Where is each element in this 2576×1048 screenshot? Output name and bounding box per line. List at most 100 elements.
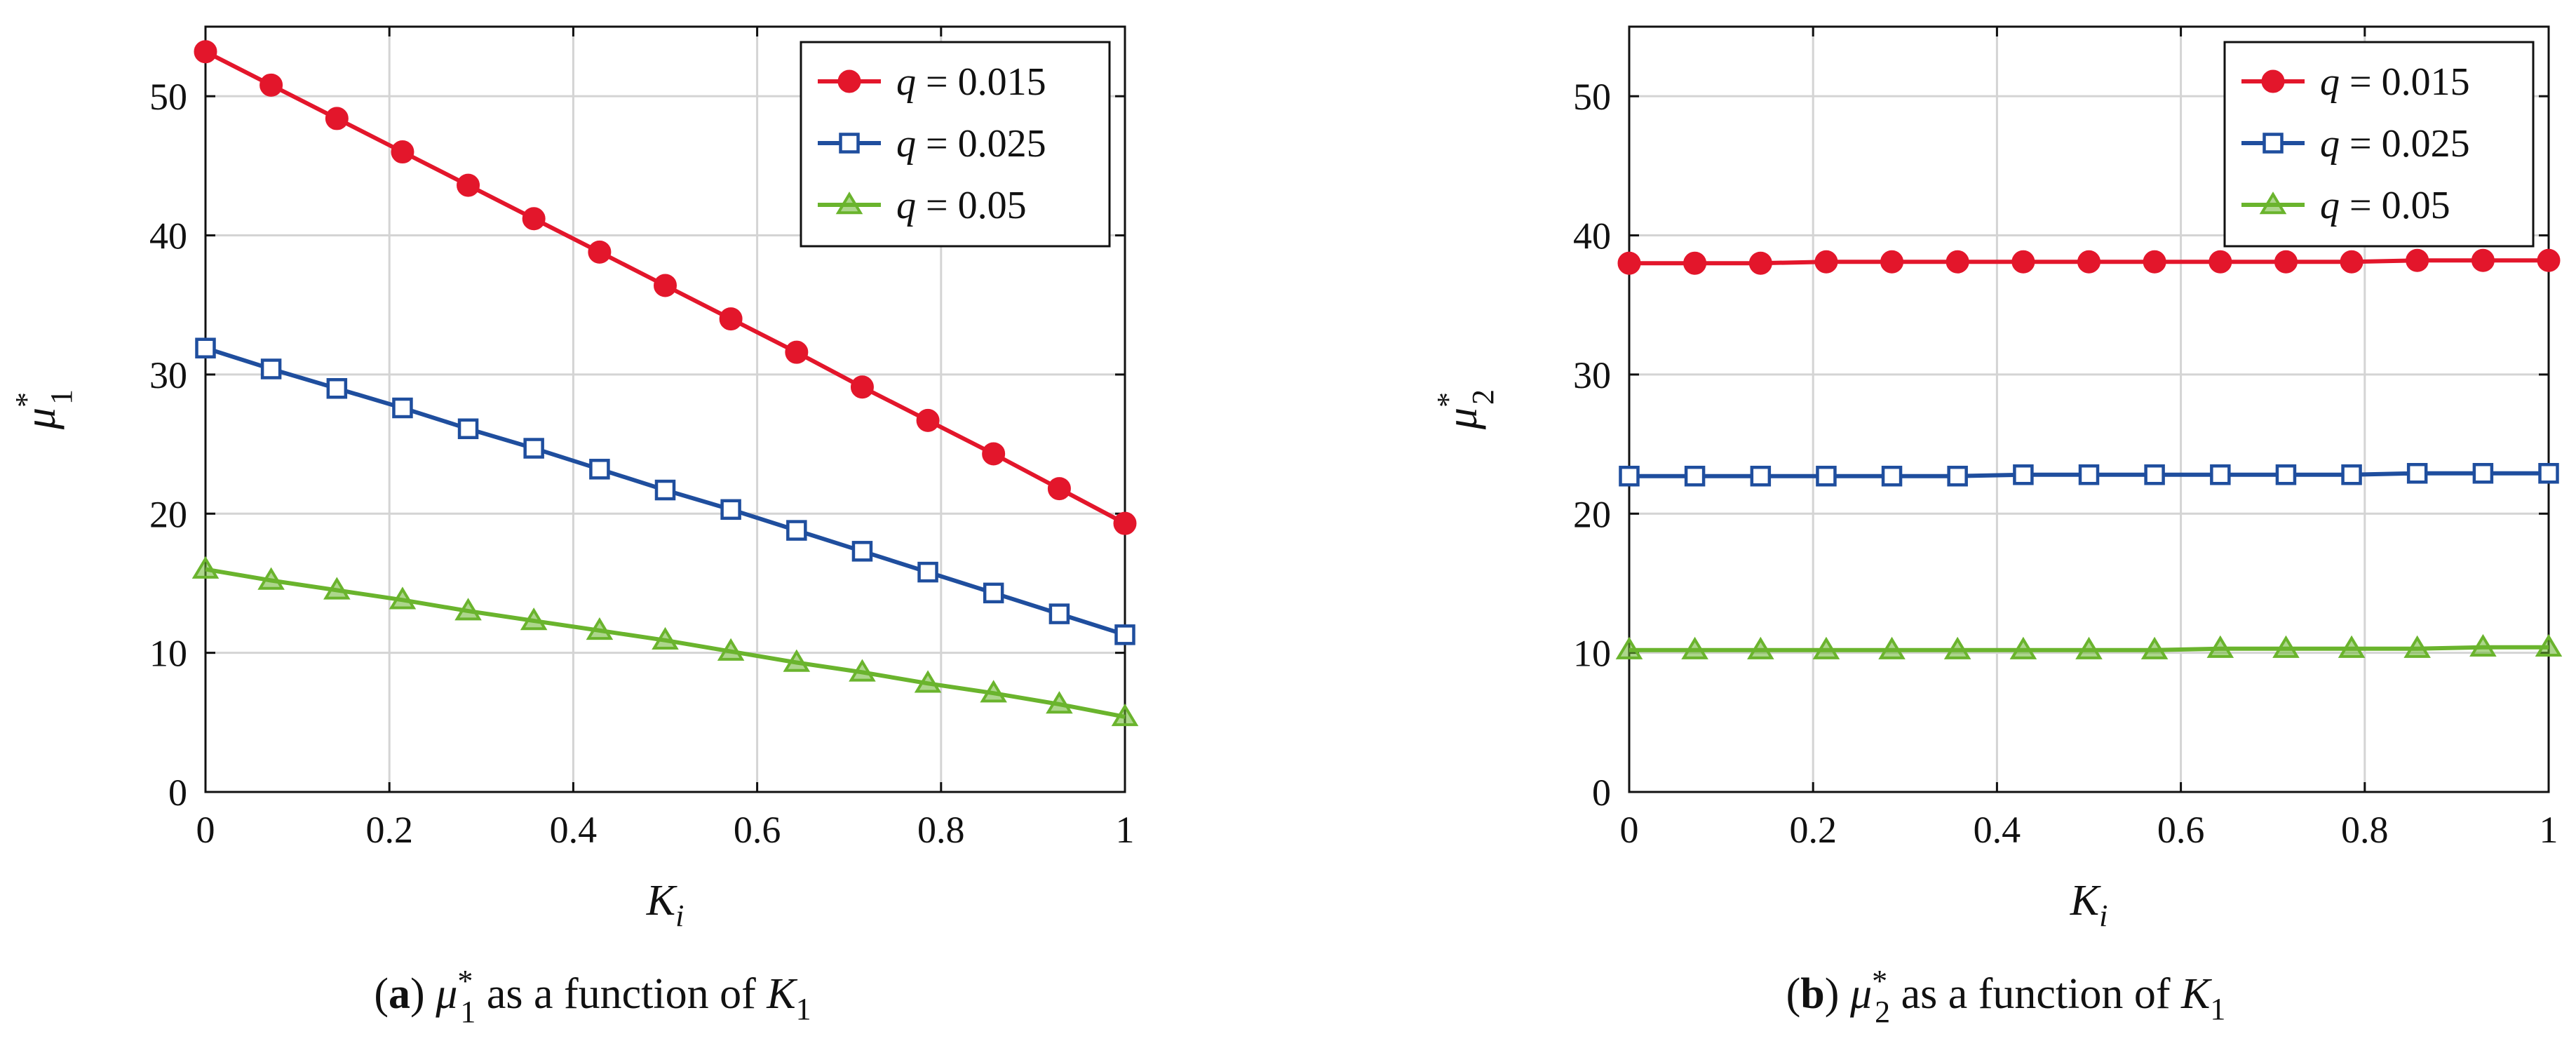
data-point [1111,703,1139,727]
data-point [523,438,544,459]
legend-label-var: q [896,122,916,166]
x-tick-label: 0.6 [2157,809,2205,851]
legend-label: q = 0.025 [896,122,1046,166]
y-tick-label: 30 [149,354,187,396]
data-point [2275,464,2297,485]
data-point [1943,636,1971,659]
data-point [786,520,807,541]
x-tick-label: 1 [1116,809,1135,851]
data-point [2274,250,2298,274]
legend-item: q = 0.05 [2241,184,2450,227]
data-point [720,499,741,520]
caption-symbol-sup: * [457,964,473,998]
data-point [2144,464,2165,485]
data-point [2472,462,2494,484]
caption-symbol-sub: 2 [1875,995,1890,1029]
legend-label: q = 0.015 [2320,60,2470,104]
data-point [588,240,612,264]
legend-label: q = 0.015 [896,60,1046,104]
caption-symbol-sub: 1 [460,995,476,1029]
series-2 [1619,462,2559,487]
y-tick-label: 0 [168,772,187,814]
data-point [2078,464,2100,485]
legend-label: q = 0.025 [2320,122,2470,166]
series-1 [194,40,1137,535]
x-tick-label: 0.8 [2341,809,2389,851]
data-point [259,73,283,97]
data-point [1946,250,1969,274]
data-point [717,638,745,661]
data-point [1747,636,1774,659]
y-axis-label-main: μ [17,408,65,430]
data-point [391,140,414,164]
data-point [1750,465,1772,487]
plot-frame [204,25,1126,793]
data-point [1617,251,1641,275]
caption-paren-open: ( [1786,970,1801,1018]
y-tick-label: 20 [149,493,187,535]
data-point [1947,465,1968,487]
data-point [1684,465,1706,487]
data-point [2535,633,2563,657]
y-tick-label: 10 [1573,633,1611,675]
data-point [586,617,614,640]
caption-symbol: μ [435,970,457,1018]
caption-text: as a function of [1890,970,2181,1018]
y-axis-label-sup: * [9,392,43,408]
legend-label-value: = 0.05 [916,184,1027,227]
data-point [2538,462,2559,484]
data-point [2206,635,2234,658]
x-tick-label: 0 [196,809,215,851]
data-point [457,173,480,197]
caption-var-sub: 1 [796,992,811,1026]
legend: q = 0.015 q = 0.025 q = 0.05 [2223,41,2535,248]
x-axis-label-main: K [646,877,678,925]
legend-label-value: = 0.025 [916,122,1046,166]
legend-swatch-marker [2261,69,2285,93]
data-point [719,307,743,331]
legend-item: q = 0.025 [818,122,1046,166]
data-point [522,207,546,231]
plot-frame [1628,25,2550,793]
series-1 [1617,248,2561,275]
caption-var: K [766,970,798,1018]
legend-label-value: = 0.015 [916,60,1046,104]
legend-item: q = 0.015 [818,60,1046,104]
legend-item: q = 0.015 [2241,60,2470,104]
data-point [783,649,811,672]
x-tick-label: 0.2 [1789,809,1837,851]
data-point [260,358,282,379]
data-point [194,40,217,64]
data-point [2077,250,2100,274]
x-axis-label: Ki [646,877,685,933]
data-point [2403,635,2431,658]
data-point [2471,248,2495,272]
legend-item: q = 0.05 [818,184,1027,227]
y-tick-label: 40 [149,215,187,257]
caption-paren-close: ) [1825,970,1850,1018]
data-point [2406,248,2429,272]
data-point [325,107,349,130]
data-point [1615,636,1643,659]
data-point [2340,250,2363,274]
legend-label: q = 0.05 [2320,184,2450,227]
data-point [2011,250,2035,274]
x-tick-label: 0.2 [365,809,413,851]
data-point [1681,636,1708,659]
data-point [785,340,809,364]
data-point [2406,462,2428,484]
caption-panel-label: a [389,970,410,1018]
x-tick-label: 0.4 [550,809,598,851]
x-axis-label: Ki [2070,877,2108,933]
legend-swatch-marker [2259,192,2287,215]
data-point [1880,250,1904,274]
data-point [323,577,351,600]
y-axis-label-main: μ [1438,408,1486,430]
data-point [392,397,413,419]
data-point [654,274,677,297]
data-point [2469,633,2497,657]
data-point [1619,465,1640,487]
